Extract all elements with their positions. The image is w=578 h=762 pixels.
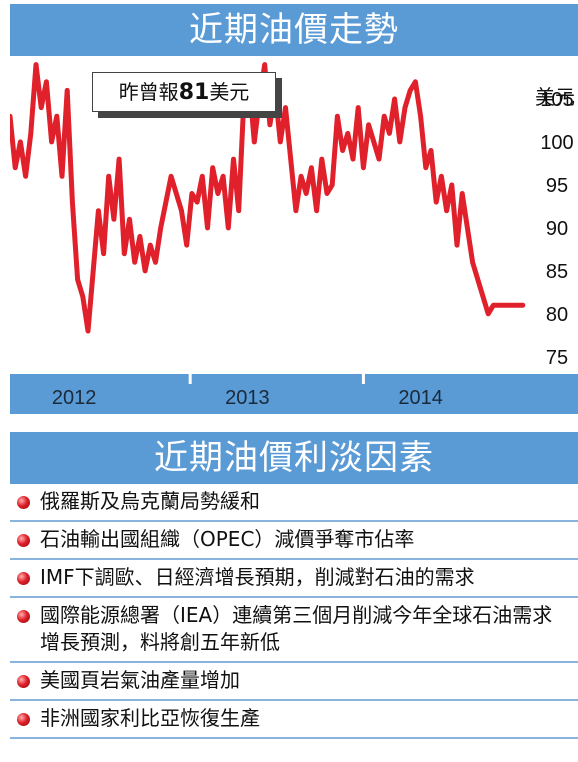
factor-item: 美國頁岩氣油產量增加 [10, 663, 578, 701]
factor-item: 國際能源總署（IEA）連續第三個月削減今年全球石油需求增長預測，料將創五年新低 [10, 598, 578, 663]
factor-item: 石油輸出國組織（OPEC）減價爭奪市佔率 [10, 522, 578, 560]
year-divider-tick [188, 374, 192, 384]
factor-text: 國際能源總署（IEA）連續第三個月削減今年全球石油需求增長預測，料將創五年新低 [40, 603, 553, 654]
callout-box: 昨曾報81美元 [92, 72, 276, 112]
chart-title-banner: 近期油價走勢 [10, 4, 578, 56]
factors-title-banner: 近期油價利淡因素 [10, 432, 578, 484]
factor-text: 石油輸出國組織（OPEC）減價爭奪市佔率 [40, 527, 415, 551]
x-axis-band [10, 374, 578, 414]
y-tick-label: 80 [546, 304, 568, 326]
factor-text: 非洲國家利比亞恢復生產 [40, 706, 260, 730]
bullet-icon [17, 675, 30, 688]
year-divider-tick [361, 374, 365, 384]
callout-value: 81 [178, 80, 210, 105]
x-tick-label: 2012 [52, 387, 97, 409]
callout-suffix: 美元 [209, 80, 250, 104]
y-tick-label: 85 [546, 261, 568, 283]
bullet-icon [17, 534, 30, 547]
y-tick-label: 105 [540, 89, 573, 111]
x-tick-label: 2013 [225, 387, 270, 409]
factor-item: 非洲國家利比亞恢復生產 [10, 701, 578, 739]
bullet-icon [17, 572, 30, 585]
oil-price-chart: 2012 2013 2014 美元 75 80 85 90 95 100 105 昨曾報81美元 [10, 56, 578, 414]
factor-list: 俄羅斯及烏克蘭局勢緩和石油輸出國組織（OPEC）減價爭奪市佔率 IMF下調歐、日經… [10, 484, 578, 739]
y-tick-label: 90 [546, 218, 568, 240]
factor-text: 俄羅斯及烏克蘭局勢緩和 [40, 489, 260, 513]
y-axis-unit-label: 美元 [535, 85, 575, 109]
factor-text: IMF下調歐、日經濟增長預期，削減對石油的需求 [40, 565, 475, 589]
latest-price-callout: 昨曾報81美元 [92, 72, 282, 118]
y-tick-label: 100 [540, 132, 573, 154]
factor-text: 美國頁岩氣油產量增加 [40, 668, 240, 692]
factor-item: 俄羅斯及烏克蘭局勢緩和 [10, 484, 578, 522]
bullet-icon [17, 496, 30, 509]
y-tick-label: 95 [546, 175, 568, 197]
bullet-icon [17, 610, 30, 623]
bullet-icon [17, 713, 30, 726]
y-tick-label: 75 [546, 347, 568, 369]
x-tick-label: 2014 [398, 387, 443, 409]
chart-canvas: 2012 2013 2014 美元 75 80 85 90 95 100 105 [10, 62, 578, 414]
callout-prefix: 昨曾報 [118, 80, 179, 104]
factor-item: IMF下調歐、日經濟增長預期，削減對石油的需求 [10, 560, 578, 598]
